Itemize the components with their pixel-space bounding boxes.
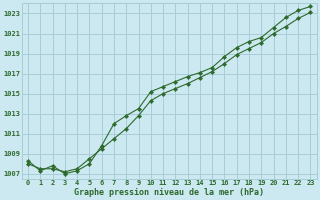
X-axis label: Graphe pression niveau de la mer (hPa): Graphe pression niveau de la mer (hPa) [74, 188, 264, 197]
